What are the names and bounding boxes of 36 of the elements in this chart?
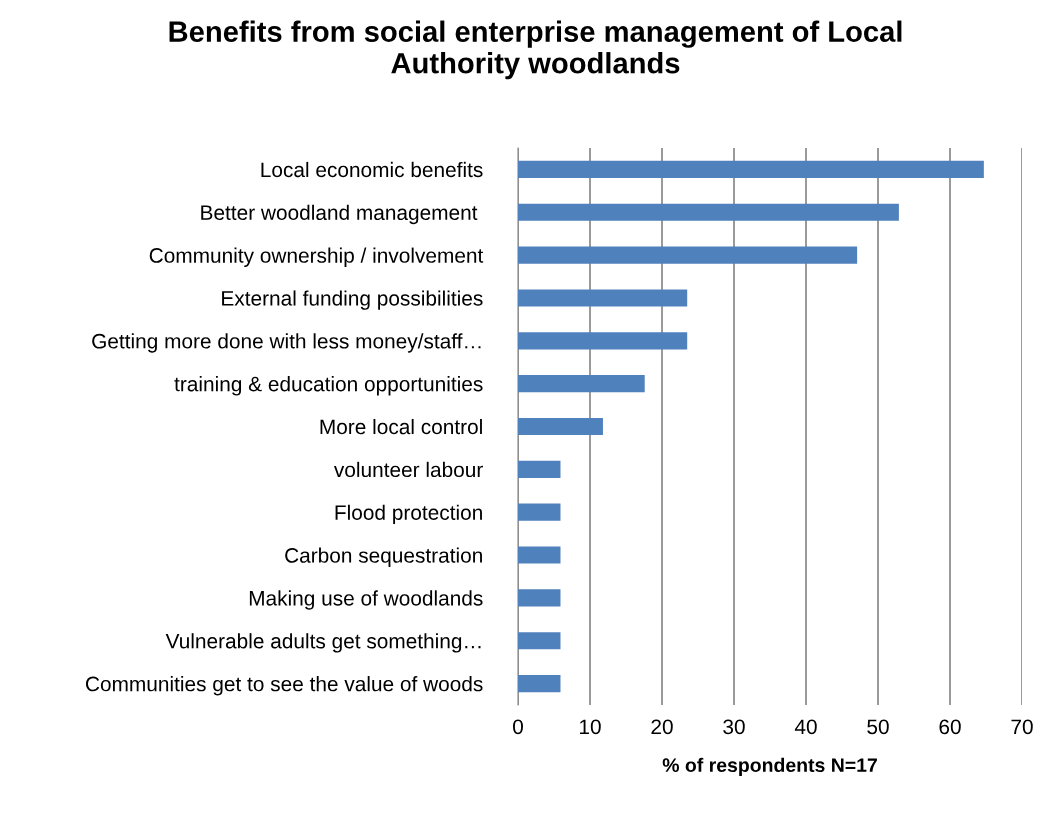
- y-tick-label: External funding possibilities: [222, 290, 483, 310]
- x-tick-label: 10: [580, 719, 601, 735]
- bar: [518, 246, 858, 264]
- bar: [518, 460, 561, 478]
- bar: [518, 675, 561, 693]
- y-tick-label: Local economic benefits: [261, 161, 483, 178]
- y-tick-label: Better woodland management: [201, 204, 478, 225]
- bar: [518, 546, 561, 564]
- y-tick-label: Communities get to see the value of woods: [86, 676, 483, 696]
- x-tick-label: 30: [723, 719, 745, 735]
- bar: [518, 160, 984, 178]
- x-tick-label: 0: [513, 719, 523, 735]
- bar: [518, 589, 561, 607]
- bar: [518, 332, 688, 350]
- bar: [518, 632, 561, 650]
- bar: [518, 375, 645, 393]
- x-tick-label: 20: [651, 719, 673, 735]
- x-tick-label: 60: [939, 719, 961, 735]
- bar: [518, 503, 561, 521]
- y-tick-label: More local control: [320, 418, 482, 435]
- y-tick-label: Carbon sequestration: [285, 547, 482, 567]
- y-tick-label: Community ownership / involvement: [149, 247, 484, 267]
- y-tick-label: training & education opportunities: [174, 376, 483, 396]
- bar: [518, 203, 899, 221]
- y-tick-label: Vulnerable adults get something…: [165, 633, 481, 653]
- x-tick-label: 40: [794, 719, 817, 735]
- bar: [518, 417, 603, 436]
- y-tick-label: Getting more done with less money/staff…: [92, 333, 481, 353]
- x-axis-title: % of respondents N=17: [662, 757, 877, 776]
- y-tick-label: Flood protection: [335, 504, 482, 525]
- bar: [518, 289, 688, 307]
- x-tick-label: 70: [1011, 719, 1033, 735]
- x-tick-label: 50: [867, 719, 889, 735]
- chart-title: Benefits from social enterprise management of Local Authority woodlands: [169, 20, 902, 80]
- y-tick-label: volunteer labour: [333, 461, 483, 478]
- y-tick-label: Making use of woodlands: [249, 590, 483, 610]
